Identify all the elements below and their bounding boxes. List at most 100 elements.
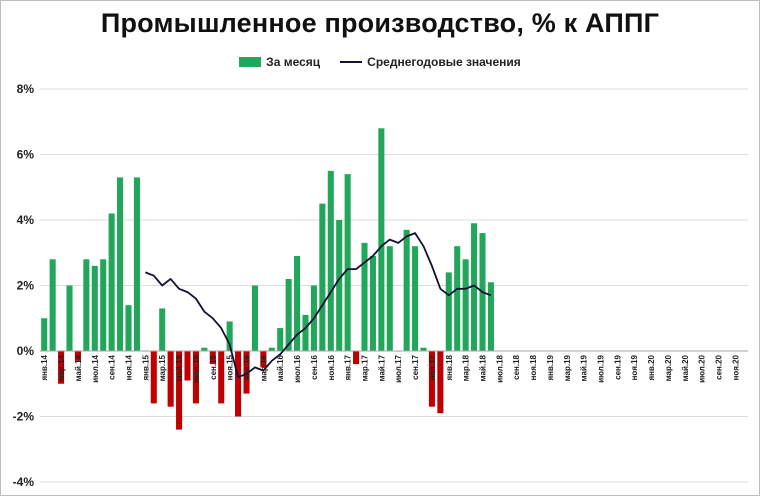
bar bbox=[74, 351, 81, 361]
x-tick-label: янв.15 bbox=[141, 354, 150, 380]
chart-title: Промышленное производство, % к АППГ bbox=[100, 8, 660, 38]
bar bbox=[302, 314, 309, 351]
x-tick-label: сен.18 bbox=[512, 354, 521, 379]
x-tick-label: ноя.18 bbox=[529, 354, 538, 380]
bar bbox=[487, 282, 494, 351]
bar bbox=[260, 351, 267, 368]
bar bbox=[91, 265, 98, 351]
bar bbox=[294, 256, 301, 351]
x-tick-label: мар.18 bbox=[462, 354, 471, 381]
bar bbox=[167, 351, 174, 407]
bar bbox=[226, 321, 233, 351]
x-tick-label: сен.16 bbox=[310, 354, 319, 379]
bar bbox=[353, 351, 360, 365]
x-tick-label: сен.20 bbox=[715, 354, 724, 379]
bar bbox=[176, 351, 183, 430]
x-tick-label: мар.15 bbox=[158, 354, 167, 381]
bar bbox=[235, 351, 242, 417]
x-tick-label: июл.14 bbox=[91, 354, 100, 382]
bar bbox=[386, 246, 393, 351]
y-tick-label: 2% bbox=[17, 279, 35, 293]
x-tick-label: мар.16 bbox=[259, 354, 268, 381]
legend-label-monthly: За месяц bbox=[266, 55, 321, 69]
bar bbox=[159, 308, 166, 351]
y-tick-label: 4% bbox=[17, 213, 35, 227]
x-tick-label: мар.14 bbox=[57, 354, 66, 381]
bar bbox=[184, 351, 191, 381]
x-tick-label: янв.17 bbox=[344, 354, 353, 380]
average-line bbox=[145, 232, 492, 379]
x-tick-label: янв.20 bbox=[647, 354, 656, 380]
x-tick-label: сен.15 bbox=[209, 354, 218, 379]
x-tick-label: мар.19 bbox=[563, 354, 572, 381]
bar bbox=[41, 318, 48, 351]
x-tick-label: ноя.14 bbox=[125, 354, 134, 380]
bar bbox=[108, 213, 115, 351]
y-tick-label: -2% bbox=[13, 410, 35, 424]
x-tick-label: июл.18 bbox=[495, 354, 504, 382]
x-tick-label: янв.14 bbox=[40, 354, 49, 380]
bar bbox=[66, 285, 73, 351]
bar bbox=[369, 256, 376, 351]
bar bbox=[218, 351, 225, 404]
chart-legend: За месяц Среднегодовые значения bbox=[0, 55, 760, 69]
bar bbox=[133, 177, 140, 351]
bar bbox=[125, 305, 132, 351]
x-tick-label: мар.17 bbox=[361, 354, 370, 381]
x-tick-label: ноя.17 bbox=[428, 354, 437, 380]
bar bbox=[243, 351, 250, 394]
bar bbox=[49, 259, 56, 351]
bar bbox=[437, 351, 444, 414]
bar bbox=[100, 259, 107, 351]
x-tick-label: ноя.20 bbox=[731, 354, 740, 380]
y-tick-label: -4% bbox=[13, 475, 35, 489]
bar bbox=[412, 246, 419, 351]
x-tick-label: май.18 bbox=[479, 354, 488, 381]
x-tick-label: май.14 bbox=[74, 354, 83, 381]
bar bbox=[251, 285, 258, 351]
x-tick-label: мар.20 bbox=[664, 354, 673, 381]
bar bbox=[471, 223, 478, 351]
x-tick-label: май.19 bbox=[580, 354, 589, 381]
y-tick-label: 0% bbox=[17, 344, 35, 358]
bar bbox=[361, 242, 368, 351]
bar bbox=[201, 347, 208, 351]
legend-item-average: Среднегодовые значения bbox=[340, 55, 521, 69]
bar bbox=[192, 351, 199, 404]
y-tick-label: 6% bbox=[17, 148, 35, 162]
bar bbox=[462, 259, 469, 351]
x-tick-label: май.17 bbox=[377, 354, 386, 381]
y-tick-label: 8% bbox=[17, 82, 35, 96]
x-tick-label: сен.19 bbox=[613, 354, 622, 379]
legend-swatch-monthly bbox=[239, 57, 262, 67]
bar bbox=[58, 351, 65, 384]
legend-item-monthly: За месяц bbox=[239, 55, 320, 69]
bar bbox=[378, 128, 385, 351]
bar bbox=[285, 278, 292, 351]
bar bbox=[319, 203, 326, 351]
bar bbox=[268, 347, 275, 351]
bar bbox=[277, 328, 284, 351]
bar bbox=[428, 351, 435, 407]
x-tick-label: сен.17 bbox=[411, 354, 420, 379]
x-tick-label: май.16 bbox=[276, 354, 285, 381]
bar bbox=[344, 174, 351, 351]
x-tick-label: июл.20 bbox=[698, 354, 707, 382]
bar bbox=[454, 246, 461, 351]
legend-swatch-average bbox=[340, 61, 363, 63]
x-tick-label: сен.14 bbox=[108, 354, 117, 379]
bar bbox=[117, 177, 124, 351]
x-tick-label: ноя.16 bbox=[327, 354, 336, 380]
x-tick-label: янв.16 bbox=[243, 354, 252, 380]
bar bbox=[327, 170, 334, 351]
x-tick-label: июл.17 bbox=[394, 354, 403, 382]
x-tick-label: янв.18 bbox=[445, 354, 454, 380]
x-tick-label: июл.15 bbox=[192, 354, 201, 382]
x-tick-label: май.15 bbox=[175, 354, 184, 381]
bar bbox=[420, 347, 427, 351]
bar bbox=[209, 351, 216, 365]
bar bbox=[83, 259, 90, 351]
bar bbox=[150, 351, 157, 404]
x-tick-label: ноя.15 bbox=[226, 354, 235, 380]
